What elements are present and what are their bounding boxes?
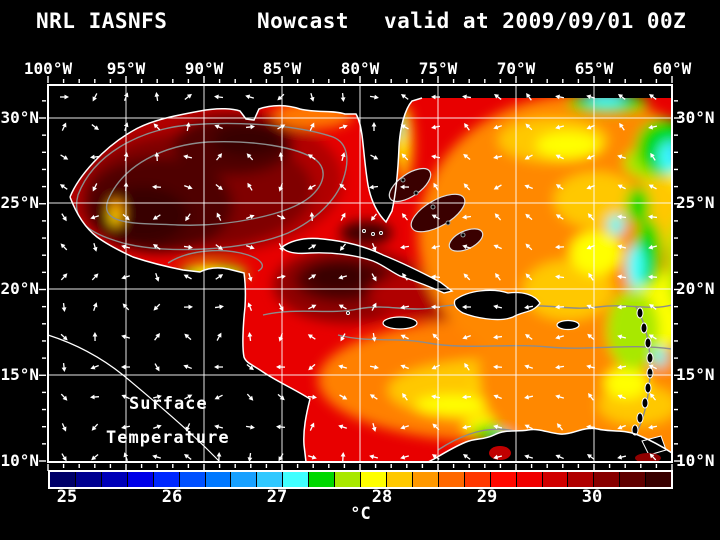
colorbar-tick: 28 <box>371 487 393 507</box>
colorbar-cell <box>646 472 672 487</box>
colorbar-cell <box>490 472 516 487</box>
colorbar-tick-labels: 25 26 27 28 29 30 <box>48 487 673 507</box>
title-valid-time: valid at 2009/09/01 00Z <box>384 9 687 33</box>
colorbar-cell <box>127 472 153 487</box>
lon-label: 70°W <box>496 59 536 78</box>
colorbar-cell <box>283 472 309 487</box>
lon-label: 75°W <box>418 59 458 78</box>
land-bahama-island <box>445 220 451 226</box>
colorbar-cell <box>620 472 646 487</box>
land-lesser-antilles <box>631 307 654 436</box>
lon-label: 95°W <box>106 59 146 78</box>
colorbar-cell <box>386 472 412 487</box>
land-puerto-rico <box>556 319 580 331</box>
land-bahama-bank <box>388 167 432 203</box>
colorbar-tick: 30 <box>581 487 603 507</box>
lon-label: 100°W <box>23 59 73 78</box>
land-florida-keys <box>379 231 383 235</box>
colorbar-cell <box>568 472 594 487</box>
colorbar-cell <box>594 472 620 487</box>
colorbar-cell <box>464 472 490 487</box>
colorbar-cell <box>75 472 101 487</box>
lat-label-right: 10°N <box>676 451 715 470</box>
lat-label-left: 30°N <box>0 108 39 127</box>
title-product: NRL IASNFS <box>36 9 168 33</box>
lon-label: 65°W <box>574 59 614 78</box>
lake-maracaibo <box>489 446 511 460</box>
lat-label-left: 15°N <box>0 365 39 384</box>
coast-mexico-central-america <box>69 196 311 463</box>
colorbar-cell <box>179 472 205 487</box>
colorbar-tick: 25 <box>56 487 78 507</box>
colorbar-cell <box>542 472 568 487</box>
surface-label-line2: Temperature <box>106 428 230 448</box>
land-bahama-island <box>430 204 436 210</box>
land-trinidad <box>641 435 667 456</box>
longitude-axis: 100°W 95°W 90°W 85°W 80°W 75°W 70°W 65°W 60°W <box>24 59 691 79</box>
land-cayman <box>346 311 350 315</box>
land-bahama-island <box>460 232 466 238</box>
colorbar-cell <box>412 472 438 487</box>
land-florida-keys <box>362 229 366 233</box>
land-jamaica <box>382 316 418 330</box>
land-hispaniola <box>453 289 541 321</box>
colorbar-cell <box>361 472 386 487</box>
lat-label-right: 30°N <box>676 108 715 127</box>
land-bahama-island <box>400 177 406 183</box>
lat-label-left: 25°N <box>0 193 39 212</box>
lat-label-right: 15°N <box>676 365 715 384</box>
coast-south-america <box>427 427 673 463</box>
latitude-axis-left: 30°N 25°N 20°N 15°N 10°N <box>0 85 44 477</box>
lat-label-left: 10°N <box>0 451 39 470</box>
latitude-axis-right: 30°N 25°N 20°N 15°N 10°N <box>676 85 720 477</box>
colorbar-cell <box>309 472 335 487</box>
lon-label: 60°W <box>652 59 692 78</box>
land-florida-keys <box>371 232 375 236</box>
lat-label-right: 25°N <box>676 193 715 212</box>
land-islands <box>281 167 667 463</box>
land-bahama-bank <box>410 193 466 233</box>
colorbar-unit: °C <box>350 504 371 524</box>
land-bahama-island <box>413 190 419 196</box>
lon-label: 80°W <box>340 59 380 78</box>
colorbar-cell <box>438 472 464 487</box>
colorbar-cell <box>516 472 542 487</box>
colorbar-tick: 27 <box>266 487 288 507</box>
colorbar-tick: 26 <box>161 487 183 507</box>
colorbar-cell <box>101 472 127 487</box>
land-bahama-bank <box>448 228 484 252</box>
colorbar-cell <box>231 472 257 487</box>
colorbar-cell <box>257 472 283 487</box>
coastal-lagoon <box>635 453 661 463</box>
colorbar-cell <box>153 472 179 487</box>
lon-label: 90°W <box>184 59 224 78</box>
lat-label-right: 20°N <box>676 279 715 298</box>
coast-north-america <box>69 97 423 224</box>
surface-label-line1: Surface <box>129 394 208 414</box>
lat-label-left: 20°N <box>0 279 39 298</box>
colorbar-tick: 29 <box>476 487 498 507</box>
lon-label: 85°W <box>262 59 302 78</box>
land-cuba <box>281 237 454 294</box>
colorbar-cell <box>205 472 231 487</box>
title-mode: Nowcast <box>257 9 350 33</box>
colorbar-cell <box>335 472 361 487</box>
colorbar-cell <box>50 472 75 487</box>
colorbar <box>48 470 673 489</box>
